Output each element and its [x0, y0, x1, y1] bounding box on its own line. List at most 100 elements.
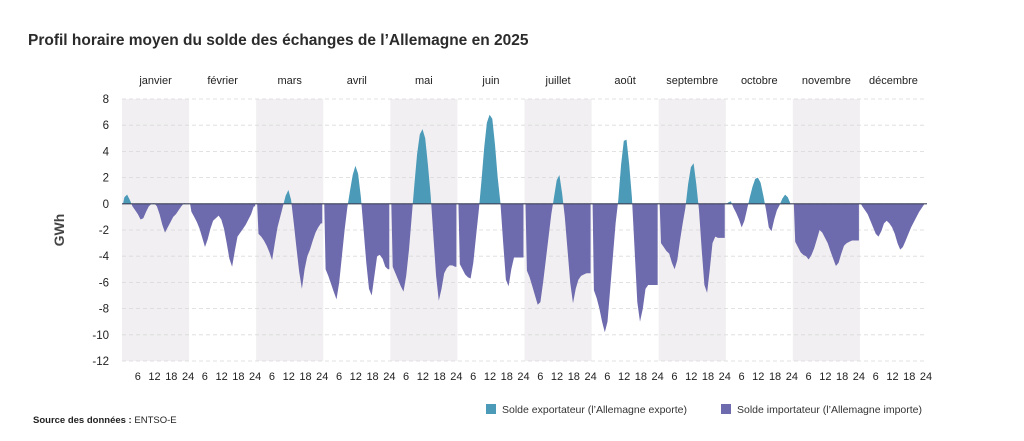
month-label: mai — [415, 75, 433, 87]
month-label: février — [207, 75, 238, 87]
hour-tick-label: 24 — [920, 371, 932, 383]
legend-swatch-import — [721, 404, 731, 414]
hour-tick-label: 12 — [216, 371, 228, 383]
hour-tick-label: 18 — [366, 371, 378, 383]
import-area-7 — [525, 203, 591, 305]
hour-tick-label: 6 — [671, 371, 677, 383]
hour-tick-label: 18 — [299, 371, 311, 383]
import-area-5 — [391, 203, 457, 301]
y-tick-label: 6 — [103, 120, 109, 132]
source-value: ENTSO-E — [134, 415, 176, 426]
y-tick-label: 0 — [103, 199, 109, 211]
y-tick-label: -12 — [92, 356, 109, 368]
hour-tick-label: 12 — [350, 371, 362, 383]
y-tick-label: -6 — [99, 277, 109, 289]
hour-tick-label: 24 — [853, 371, 865, 383]
hour-tick-label: 12 — [618, 371, 630, 383]
hour-tick-label: 6 — [269, 371, 275, 383]
source-label: Source des données : — [33, 415, 132, 426]
import-area-11 — [793, 203, 859, 266]
import-area-8 — [592, 203, 658, 333]
hour-tick-label: 24 — [249, 371, 261, 383]
legend-label-import: Solde importateur (l’Allemagne importe) — [737, 404, 922, 416]
hour-tick-label: 12 — [484, 371, 496, 383]
month-label: novembre — [802, 75, 851, 87]
hour-tick-label: 24 — [652, 371, 664, 383]
import-area-3 — [257, 203, 323, 289]
legend-swatch-export — [486, 404, 496, 414]
legend-item-import: Solde importateur (l’Allemagne importe) — [721, 404, 922, 416]
import-area-10 — [731, 203, 781, 232]
hour-tick-label: 24 — [450, 371, 462, 383]
export-area-5 — [391, 129, 457, 204]
month-label: juin — [481, 75, 499, 87]
hour-tick-label: 12 — [417, 371, 429, 383]
month-label: septembre — [666, 75, 718, 87]
y-tick-label: -8 — [99, 304, 109, 316]
month-label: août — [614, 75, 635, 87]
legend-label-export: Solde exportateur (l’Allemagne exporte) — [502, 404, 687, 416]
hour-tick-label: 24 — [316, 371, 328, 383]
month-label: mars — [277, 75, 302, 87]
hour-tick-label: 18 — [165, 371, 177, 383]
hour-tick-label: 24 — [719, 371, 731, 383]
hour-tick-label: 6 — [604, 371, 610, 383]
legend: Solde exportateur (l’Allemagne exporte) … — [486, 404, 922, 416]
hour-tick-label: 24 — [786, 371, 798, 383]
import-area-4 — [324, 203, 390, 300]
export-area-3 — [257, 190, 323, 204]
source-note: Source des données : ENTSO-E — [33, 415, 177, 426]
hour-tick-label: 18 — [232, 371, 244, 383]
hour-tick-label: 24 — [182, 371, 194, 383]
export-area-4 — [324, 165, 390, 204]
import-area-1 — [131, 203, 184, 233]
export-area-1 — [123, 194, 189, 204]
hour-tick-label: 6 — [336, 371, 342, 383]
hour-tick-label: 6 — [403, 371, 409, 383]
hour-tick-label: 18 — [434, 371, 446, 383]
hour-tick-label: 12 — [283, 371, 295, 383]
hour-tick-label: 6 — [537, 371, 543, 383]
hour-tick-label: 12 — [819, 371, 831, 383]
y-tick-label: -10 — [92, 330, 109, 342]
y-tick-label: -4 — [99, 251, 110, 263]
hour-tick-label: 24 — [383, 371, 395, 383]
hour-tick-label: 6 — [873, 371, 879, 383]
import-area-6 — [458, 203, 524, 287]
hour-tick-label: 6 — [470, 371, 476, 383]
chart-title: Profil horaire moyen du solde des échang… — [28, 32, 529, 49]
hour-tick-label: 18 — [836, 371, 848, 383]
export-area-10 — [726, 177, 792, 204]
hour-tick-label: 6 — [135, 371, 141, 383]
export-area-8 — [592, 139, 658, 204]
hour-tick-label: 6 — [738, 371, 744, 383]
month-label: octobre — [741, 75, 778, 87]
month-band — [122, 99, 190, 361]
hour-tick-label: 18 — [702, 371, 714, 383]
legend-item-export: Solde exportateur (l’Allemagne exporte) — [486, 404, 687, 416]
import-area-12 — [860, 203, 926, 250]
import-area-9 — [659, 203, 725, 293]
export-area-9 — [659, 163, 725, 204]
hour-tick-label: 18 — [501, 371, 513, 383]
export-area-7 — [525, 175, 591, 204]
hour-tick-label: 12 — [685, 371, 697, 383]
hour-tick-label: 18 — [635, 371, 647, 383]
hour-tick-label: 18 — [568, 371, 580, 383]
y-tick-label: 8 — [103, 94, 109, 106]
y-tick-label: -2 — [99, 225, 109, 237]
y-axis-label: GWh — [51, 214, 67, 247]
month-label: avril — [347, 75, 367, 87]
hour-tick-label: 12 — [752, 371, 764, 383]
import-area-2 — [190, 203, 256, 267]
hour-tick-label: 18 — [769, 371, 781, 383]
hour-tick-label: 6 — [806, 371, 812, 383]
month-label: juillet — [545, 75, 571, 87]
hour-tick-label: 12 — [148, 371, 160, 383]
hour-tick-label: 12 — [551, 371, 563, 383]
export-area-6 — [458, 114, 524, 204]
hour-tick-label: 12 — [886, 371, 898, 383]
hour-tick-label: 6 — [202, 371, 208, 383]
month-label: janvier — [138, 75, 172, 87]
